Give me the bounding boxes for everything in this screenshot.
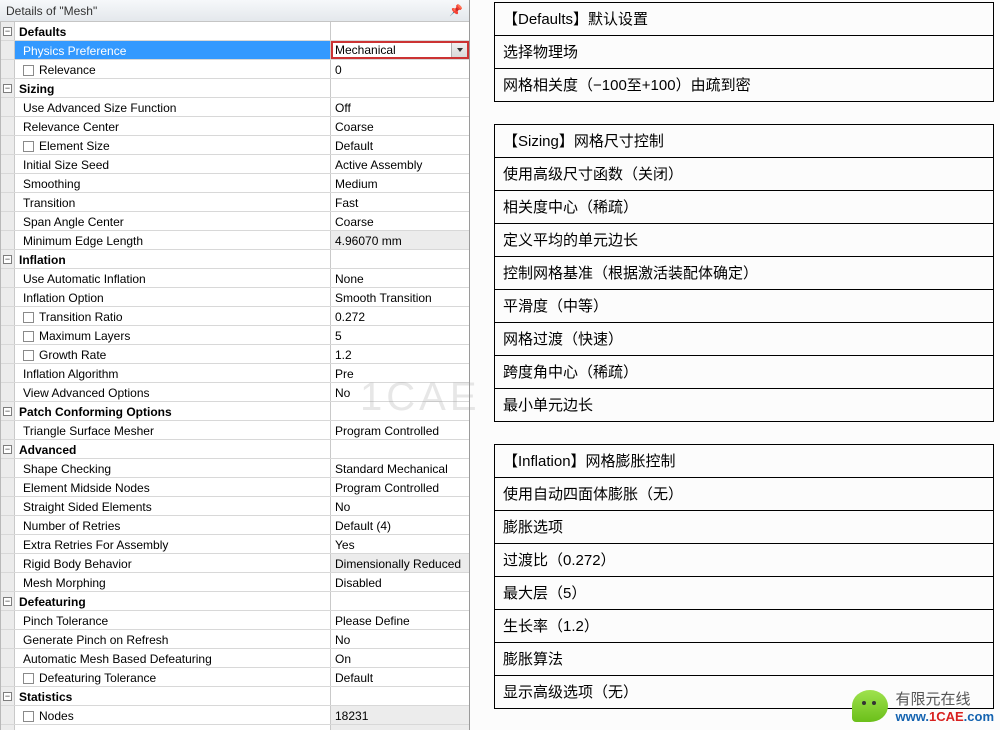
desc-cell: 过渡比（0.272）: [495, 544, 994, 577]
desc-cell: 平滑度（中等）: [495, 290, 994, 323]
row-midside[interactable]: Element Midside NodesProgram Controlled: [1, 478, 469, 497]
row-relevance[interactable]: Relevance 0: [1, 60, 469, 79]
section-defaults[interactable]: − Defaults: [1, 22, 469, 41]
badge-text: 有限元在线: [896, 688, 995, 709]
desc-cell: 跨度角中心（稀疏）: [495, 356, 994, 389]
description-panel: 【Defaults】默认设置 选择物理场 网格相关度（−100至+100）由疏到…: [470, 0, 1000, 730]
collapse-icon[interactable]: −: [3, 84, 12, 93]
checkbox-icon[interactable]: [23, 65, 34, 76]
desc-table-defaults: 【Defaults】默认设置 选择物理场 网格相关度（−100至+100）由疏到…: [494, 2, 994, 102]
pin-icon[interactable]: 📌: [449, 0, 463, 22]
desc-cell: 膨胀选项: [495, 511, 994, 544]
desc-cell: 膨胀算法: [495, 643, 994, 676]
row-retries[interactable]: Number of RetriesDefault (4): [1, 516, 469, 535]
desc-cell: 选择物理场: [495, 36, 994, 69]
wechat-icon: [852, 690, 888, 722]
dropdown-icon[interactable]: [451, 43, 467, 57]
row-defeat-tol[interactable]: Defeaturing ToleranceDefault: [1, 668, 469, 687]
row-smoothing[interactable]: SmoothingMedium: [1, 174, 469, 193]
row-extra-retries[interactable]: Extra Retries For AssemblyYes: [1, 535, 469, 554]
row-rigid-body[interactable]: Rigid Body BehaviorDimensionally Reduced: [1, 554, 469, 573]
desc-cell: 【Sizing】网格尺寸控制: [495, 125, 994, 158]
section-advanced[interactable]: − Advanced: [1, 440, 469, 459]
property-grid: − Defaults Physics Preference Mechanical…: [0, 22, 469, 730]
collapse-icon[interactable]: −: [3, 27, 12, 36]
collapse-icon[interactable]: −: [3, 692, 12, 701]
details-panel: Details of "Mesh" 📌 − Defaults Physics P…: [0, 0, 470, 730]
checkbox-icon[interactable]: [23, 141, 34, 152]
section-patch[interactable]: − Patch Conforming Options: [1, 402, 469, 421]
collapse-icon[interactable]: −: [3, 597, 12, 606]
checkbox-icon[interactable]: [23, 711, 34, 722]
row-max-layers[interactable]: Maximum Layers5: [1, 326, 469, 345]
row-inflation-algo[interactable]: Inflation AlgorithmPre: [1, 364, 469, 383]
desc-cell: 控制网格基准（根据激活装配体确定）: [495, 257, 994, 290]
row-physics-preference[interactable]: Physics Preference Mechanical: [1, 41, 469, 60]
row-elements: Elements3598: [1, 725, 469, 730]
desc-cell: 【Inflation】网格膨胀控制: [495, 445, 994, 478]
desc-table-inflation: 【Inflation】网格膨胀控制 使用自动四面体膨胀（无） 膨胀选项 过渡比（…: [494, 444, 994, 709]
row-view-adv[interactable]: View Advanced OptionsNo: [1, 383, 469, 402]
footer-badge: 有限元在线 www.1CAE.com: [852, 688, 995, 724]
row-straight[interactable]: Straight Sided ElementsNo: [1, 497, 469, 516]
row-auto-inflation[interactable]: Use Automatic InflationNone: [1, 269, 469, 288]
desc-table-sizing: 【Sizing】网格尺寸控制 使用高级尺寸函数（关闭） 相关度中心（稀疏） 定义…: [494, 124, 994, 422]
desc-cell: 【Defaults】默认设置: [495, 3, 994, 36]
row-element-size[interactable]: Element SizeDefault: [1, 136, 469, 155]
row-trans-ratio[interactable]: Transition Ratio0.272: [1, 307, 469, 326]
row-auto-defeat[interactable]: Automatic Mesh Based DefeaturingOn: [1, 649, 469, 668]
row-transition[interactable]: TransitionFast: [1, 193, 469, 212]
desc-cell: 相关度中心（稀疏）: [495, 191, 994, 224]
row-gen-pinch[interactable]: Generate Pinch on RefreshNo: [1, 630, 469, 649]
collapse-icon[interactable]: −: [3, 407, 12, 416]
section-statistics[interactable]: − Statistics: [1, 687, 469, 706]
desc-cell: 最小单元边长: [495, 389, 994, 422]
collapse-icon[interactable]: −: [3, 445, 12, 454]
desc-cell: 生长率（1.2）: [495, 610, 994, 643]
panel-title-text: Details of "Mesh": [6, 0, 97, 22]
row-rel-center[interactable]: Relevance CenterCoarse: [1, 117, 469, 136]
panel-titlebar: Details of "Mesh" 📌: [0, 0, 469, 22]
row-shape-check[interactable]: Shape CheckingStandard Mechanical: [1, 459, 469, 478]
row-inflation-option[interactable]: Inflation OptionSmooth Transition: [1, 288, 469, 307]
badge-url: www.1CAE.com: [896, 709, 995, 724]
desc-cell: 网格相关度（−100至+100）由疏到密: [495, 69, 994, 102]
row-pinch-tol[interactable]: Pinch TolerancePlease Define: [1, 611, 469, 630]
checkbox-icon[interactable]: [23, 312, 34, 323]
row-span-angle[interactable]: Span Angle CenterCoarse: [1, 212, 469, 231]
row-init-seed[interactable]: Initial Size SeedActive Assembly: [1, 155, 469, 174]
row-nodes: Nodes18231: [1, 706, 469, 725]
row-adv-size[interactable]: Use Advanced Size FunctionOff: [1, 98, 469, 117]
desc-cell: 定义平均的单元边长: [495, 224, 994, 257]
row-growth-rate[interactable]: Growth Rate1.2: [1, 345, 469, 364]
section-sizing[interactable]: − Sizing: [1, 79, 469, 98]
section-inflation[interactable]: − Inflation: [1, 250, 469, 269]
row-min-edge: Minimum Edge Length4.96070 mm: [1, 231, 469, 250]
checkbox-icon[interactable]: [23, 331, 34, 342]
checkbox-icon[interactable]: [23, 350, 34, 361]
row-mesh-morphing[interactable]: Mesh MorphingDisabled: [1, 573, 469, 592]
checkbox-icon[interactable]: [23, 673, 34, 684]
collapse-icon[interactable]: −: [3, 255, 12, 264]
row-triangle-mesher[interactable]: Triangle Surface MesherProgram Controlle…: [1, 421, 469, 440]
desc-cell: 使用高级尺寸函数（关闭）: [495, 158, 994, 191]
desc-cell: 最大层（5）: [495, 577, 994, 610]
desc-cell: 使用自动四面体膨胀（无）: [495, 478, 994, 511]
section-defeaturing[interactable]: − Defeaturing: [1, 592, 469, 611]
desc-cell: 网格过渡（快速）: [495, 323, 994, 356]
physics-pref-dropdown[interactable]: Mechanical: [331, 41, 469, 59]
